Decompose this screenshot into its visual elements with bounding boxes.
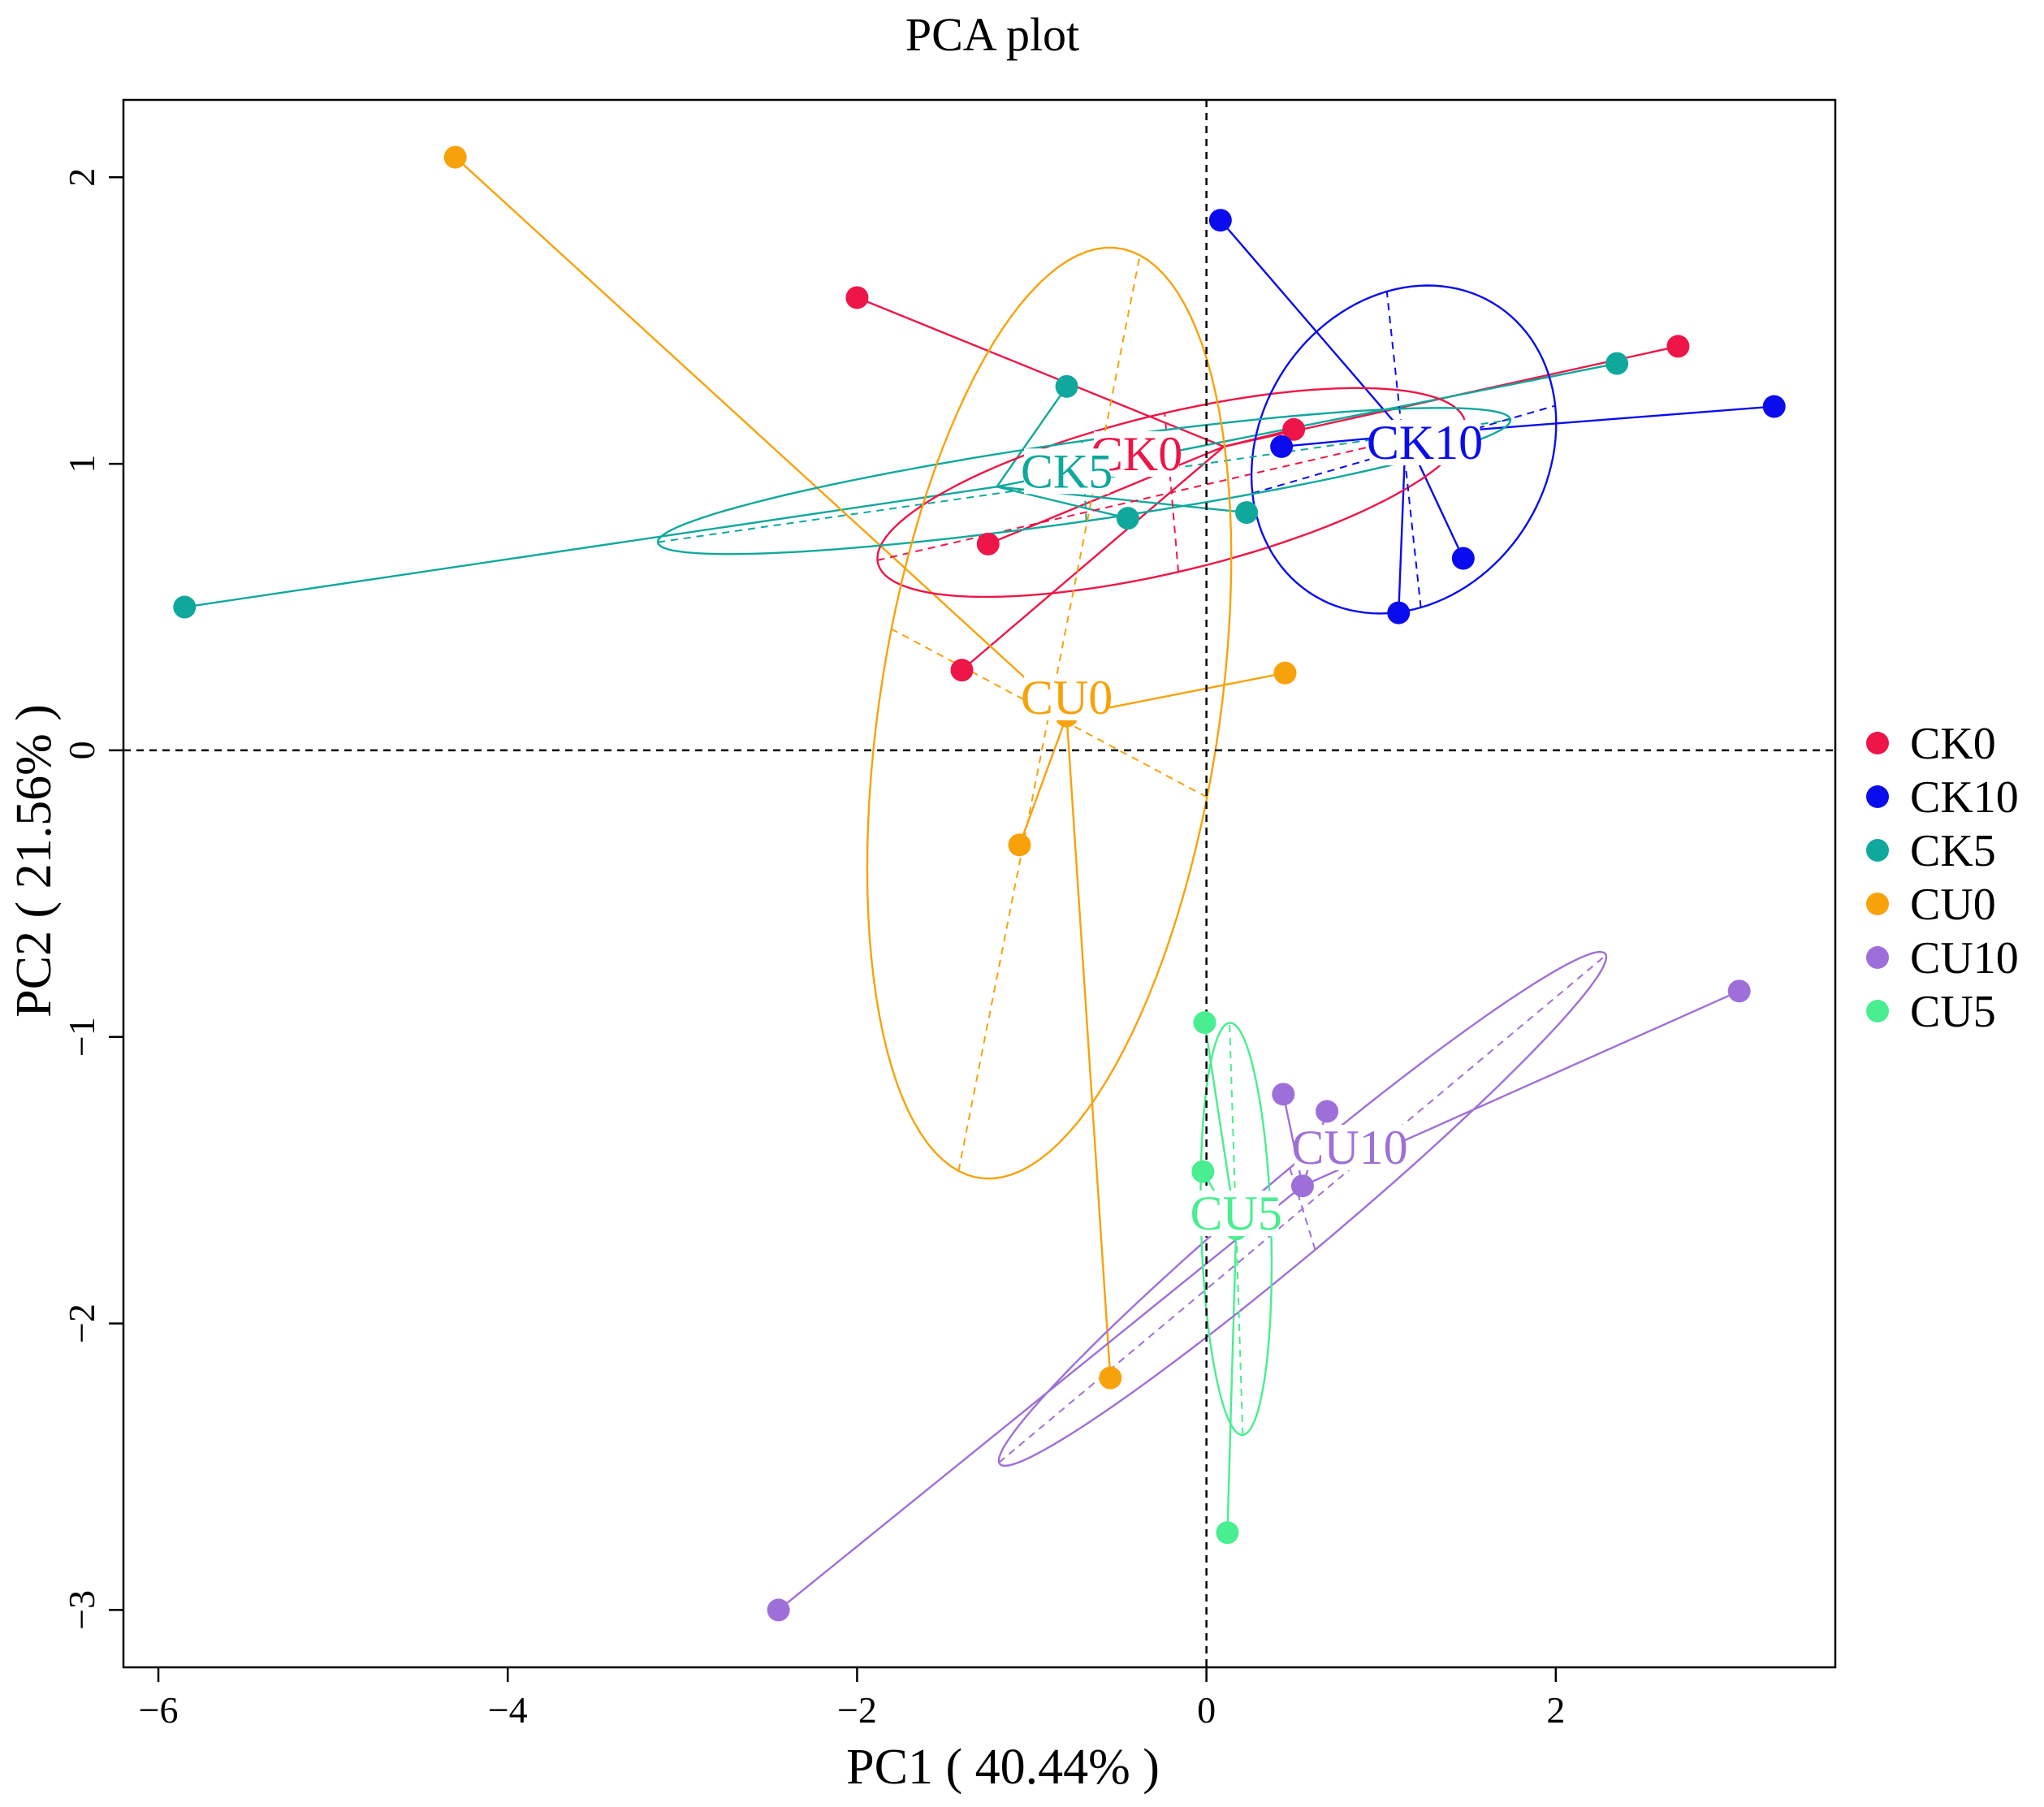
centroid-label-bg-ck5 [1024,448,1110,495]
point-ck0-2 [1282,417,1306,441]
y-tick-label-0: −3 [61,1590,102,1630]
point-cu0-2 [1008,833,1031,857]
spider-line-cu10-3 [777,1185,1303,1611]
spider-line-ck0-2 [1223,428,1294,448]
centroid-label-bg-cu5 [1193,1191,1279,1237]
point-cu0-0 [443,145,467,169]
centroid-label-cu10: CU10 [1291,1121,1407,1174]
point-cu5-2 [1216,1521,1239,1545]
chart-title: PCA plot [905,8,1079,61]
point-ck5-1 [1605,352,1629,375]
spider-line-cu5-2 [1226,1229,1238,1533]
spider-line-cu0-3 [1065,715,1112,1378]
point-ck10-2 [1270,434,1294,458]
plot-frame [122,98,1837,1669]
legend-marker-cu10 [1866,946,1889,969]
confidence-ellipses [656,246,1608,1468]
spider-line-ck0-4 [961,446,1225,672]
spider-line-ck5-0 [996,386,1068,488]
point-cu5-1 [1191,1160,1215,1183]
spider-line-cu0-0 [454,156,1068,717]
point-ck5-2 [1116,507,1139,530]
y-tick-label-5: 2 [61,168,102,187]
reference-lines [123,100,1835,1667]
legend-label-cu5: CU5 [1910,987,1996,1037]
legend-label-ck10: CK10 [1910,772,2019,823]
legend-marker-ck5 [1866,839,1889,862]
legend-label-ck0: CK0 [1910,719,1996,769]
point-ck0-0 [845,286,869,309]
legend-label-cu10: CU10 [1910,933,2019,983]
y-tick-label-2: −1 [61,1017,102,1057]
point-cu0-1 [1273,661,1297,685]
centroid-label-cu5: CU5 [1191,1187,1282,1240]
point-cu10-3 [767,1598,790,1622]
legend-marker-cu0 [1866,893,1889,915]
point-ck0-4 [950,659,974,682]
centroid-label-cu0: CU0 [1021,671,1113,724]
y-tick-label-4: 1 [61,455,102,473]
legend-marker-cu5 [1866,1000,1889,1022]
point-cu10-4 [1290,1174,1314,1198]
point-cu10-2 [1316,1100,1339,1123]
x-tick-label-0: −6 [139,1689,179,1731]
centroid-label-bg-cu10 [1294,1124,1406,1170]
spider-lines [184,156,1774,1611]
centroid-label-bg-cu0 [1024,675,1110,721]
point-ck10-0 [1208,209,1232,232]
point-cu0-3 [1099,1366,1122,1390]
point-ck0-1 [1666,335,1690,358]
spider-line-ck0-3 [987,445,1225,546]
spider-line-ck5-2 [996,486,1129,520]
centroid-label-ck5: CK5 [1021,444,1113,498]
point-ck5-4 [173,595,197,619]
point-cu10-1 [1272,1083,1295,1106]
y-tick-label-1: −2 [61,1303,102,1343]
point-ck10-4 [1387,601,1411,625]
spider-line-ck0-0 [856,296,1225,448]
point-ck10-1 [1762,395,1786,418]
legend-label-cu0: CU0 [1910,880,1996,930]
spider-line-cu10-1 [1282,1094,1304,1187]
legend-marker-ck0 [1866,732,1889,754]
x-axis-title: PC1 ( 40.44% ) [846,1740,1160,1795]
point-cu5-0 [1193,1011,1216,1035]
point-ck5-3 [1235,501,1259,525]
centroid-label-bg-ck10 [1369,419,1480,465]
spider-line-ck5-4 [184,486,997,608]
x-tick-label-3: 0 [1197,1689,1216,1731]
legend-label-ck5: CK5 [1910,826,1996,876]
point-ck10-3 [1451,547,1475,570]
centroid-label-ck10: CK10 [1367,416,1483,469]
x-tick-label-4: 2 [1546,1689,1565,1731]
x-axis: −6 −4 −2 0 2 [139,1667,1565,1731]
y-tick-label-3: 0 [61,741,102,759]
spider-line-ck10-0 [1219,219,1407,436]
x-tick-label-2: −2 [837,1689,877,1731]
ellipse-axis-cu5-1 [1229,1022,1244,1435]
y-axis-title: PC2 ( 21.56% ) [6,704,62,1018]
legend-marker-ck10 [1866,785,1889,808]
point-ck0-3 [976,532,1000,556]
ellipse-ck0 [876,387,1467,599]
point-ck5-0 [1055,374,1078,398]
point-cu10-0 [1727,979,1751,1003]
x-tick-label-1: −4 [488,1689,528,1731]
y-axis: −3 −2 −1 0 1 2 [61,168,123,1630]
